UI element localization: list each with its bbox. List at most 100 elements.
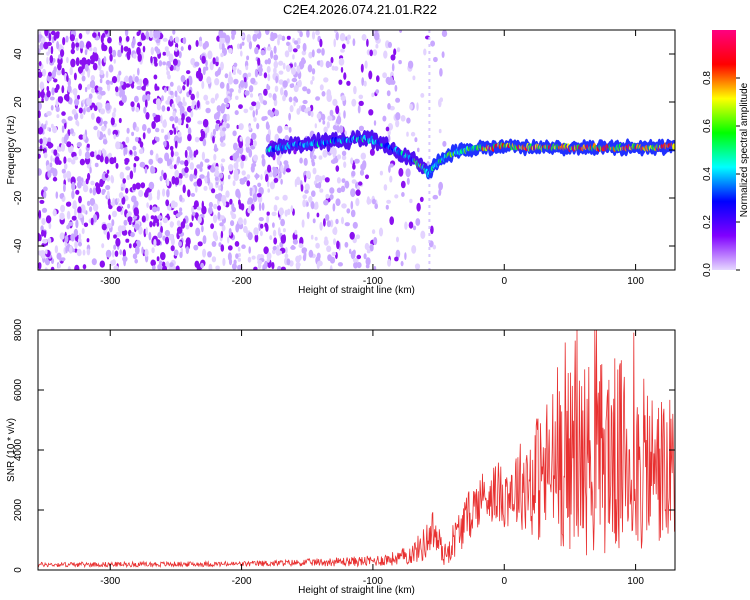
noise-speck [201,56,206,64]
noise-speck [82,228,85,234]
noise-speck [333,149,336,158]
noise-speck [376,75,380,82]
noise-speck [156,86,160,90]
noise-speck [304,190,309,194]
noise-speck [342,151,346,156]
noise-speck [228,164,233,171]
noise-speck [351,210,356,218]
noise-speck [109,46,113,54]
noise-speck [262,203,265,211]
noise-speck [412,76,415,81]
noise-speck [163,52,167,56]
noise-speck [335,198,340,206]
noise-speck [184,167,189,173]
noise-speck [215,124,219,132]
noise-speck [241,244,246,249]
noise-speck [198,216,202,224]
noise-speck [175,47,178,52]
noise-speck [95,163,99,167]
noise-speck [119,37,122,43]
noise-speck [311,235,314,240]
noise-speck [40,91,45,99]
noise-speck [67,211,71,220]
noise-speck [165,199,169,206]
noise-speck [312,68,315,74]
snr-series-line [38,330,675,567]
noise-speck [374,120,376,126]
noise-speck [255,173,258,180]
noise-speck [85,151,90,159]
noise-speck [175,91,178,98]
noise-speck [323,127,327,133]
noise-speck [217,205,221,210]
noise-speck [78,233,81,240]
noise-speck [254,47,259,54]
noise-speck [83,264,87,269]
noise-speck [190,111,193,118]
noise-speck [107,231,110,240]
noise-speck [205,108,210,114]
noise-speck [342,178,346,183]
noise-speck [361,77,364,86]
noise-speck [135,107,139,112]
noise-speck [274,46,277,54]
noise-speck [274,110,279,117]
noise-speck [186,246,189,254]
noise-speck [220,62,224,71]
noise-speck [93,204,98,212]
noise-speck [323,77,328,82]
noise-speck [44,28,48,37]
noise-speck [64,163,68,169]
noise-speck [117,206,122,212]
noise-speck [131,83,134,89]
noise-speck [267,181,270,187]
noise-speck [199,174,205,179]
noise-speck [63,173,67,179]
noise-speck [215,266,220,270]
noise-speck [189,222,193,227]
noise-speck [269,172,272,177]
noise-speck [145,99,148,107]
noise-speck [411,245,416,254]
noise-speck [332,99,337,106]
noise-speck [187,78,189,87]
noise-speck [326,89,331,97]
noise-speck [251,101,256,106]
noise-speck [283,228,286,232]
noise-speck [152,113,155,117]
noise-speck [114,59,116,64]
noise-speck [202,201,204,210]
noise-speck [127,204,130,209]
noise-speck [235,253,239,259]
noise-speck [240,136,243,141]
colorbar-tick-label: 0.0 [702,263,713,277]
noise-speck [60,232,65,239]
noise-speck [60,49,64,57]
noise-speck [220,82,225,89]
noise-speck [224,98,229,104]
noise-speck [325,177,330,182]
noise-speck [197,178,202,187]
noise-speck [420,231,425,239]
noise-speck [42,239,48,244]
heatmap-ytick-label: 40 [13,48,24,60]
noise-speck [171,245,175,251]
noise-speck [238,258,241,262]
noise-speck [353,222,358,229]
noise-speck [170,146,174,151]
noise-speck [171,150,174,158]
noise-speck [420,197,424,202]
noise-speck [137,42,142,47]
noise-speck [173,59,178,66]
noise-speck [189,174,193,182]
noise-speck [306,202,309,207]
noise-speck [272,212,277,217]
noise-speck [113,134,116,140]
noise-speck [74,73,77,81]
noise-speck [68,116,73,121]
noise-speck [303,254,306,261]
noise-speck [243,218,246,225]
noise-speck [369,50,373,57]
noise-speck [42,69,46,77]
noise-speck [352,179,357,184]
